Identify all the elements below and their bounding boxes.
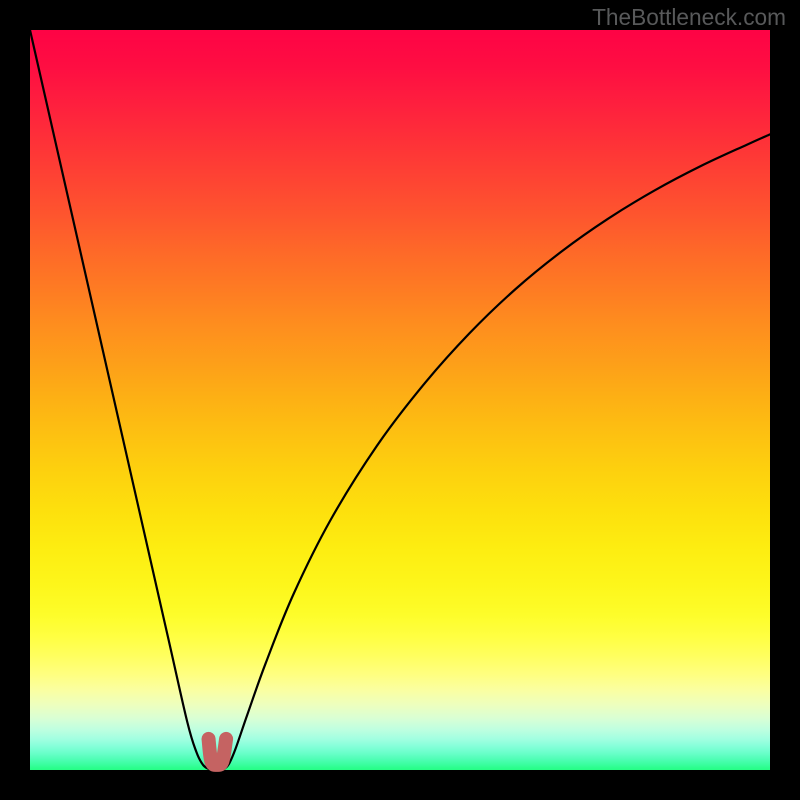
chart-frame: TheBottleneck.com bbox=[0, 0, 800, 800]
bottleneck-curve-plot bbox=[0, 0, 800, 800]
plot-gradient-background bbox=[30, 30, 770, 770]
watermark-text: TheBottleneck.com bbox=[592, 4, 786, 31]
